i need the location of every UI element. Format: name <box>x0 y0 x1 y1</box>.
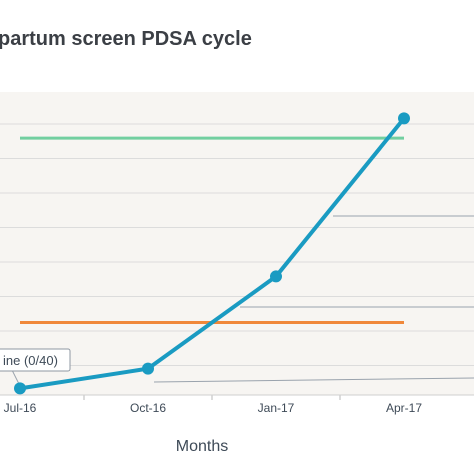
x-tick-marks <box>0 394 474 400</box>
callout-lines <box>11 215 474 387</box>
x-tick-label: Oct-16 <box>130 401 166 415</box>
callout-line <box>153 377 474 383</box>
annotation-frame <box>0 348 71 372</box>
plot-area <box>0 92 474 395</box>
x-axis-label: Months <box>175 438 229 455</box>
x-tick-label: Apr-17 <box>386 401 422 415</box>
x-tick-label: Jan-17 <box>258 401 295 415</box>
data-point <box>14 382 26 395</box>
data-point <box>142 362 154 375</box>
annotation-text: ine (0/40) <box>3 353 58 368</box>
x-tick-labels: Jul-16 Oct-16 Jan-17 Apr-17 <box>4 401 423 415</box>
grid-lines <box>0 123 474 366</box>
annotation-box: ine (0/40) <box>0 348 71 372</box>
data-point <box>270 270 282 283</box>
series-line <box>18 116 406 391</box>
data-point <box>398 112 410 125</box>
x-tick-label: Jul-16 <box>4 401 37 415</box>
chart-title: partum screen PDSA cycle <box>0 28 252 50</box>
series-layer <box>14 112 410 395</box>
